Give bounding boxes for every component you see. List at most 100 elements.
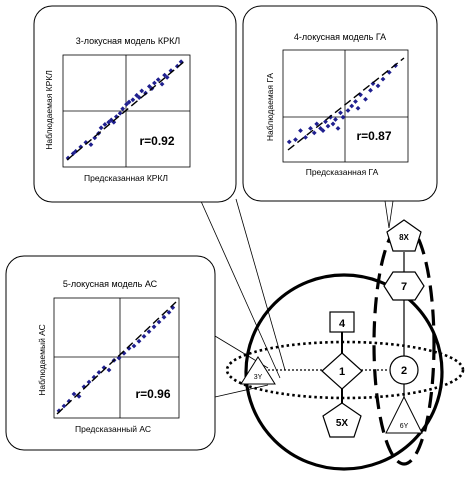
panel-krkl-point xyxy=(174,63,180,69)
panel-as-xlabel: Предсказанный АС xyxy=(75,424,151,434)
panel-as-point xyxy=(71,391,77,397)
panel-ga-point xyxy=(358,92,363,98)
callout-line-ga-a xyxy=(388,200,394,229)
panel-ga-point xyxy=(375,83,381,89)
node-1-label: 1 xyxy=(339,366,345,378)
panel-ga-point xyxy=(311,130,317,136)
panel-as-point xyxy=(56,408,62,414)
node-1-diamond xyxy=(321,352,363,390)
panel-ga-point xyxy=(303,134,308,140)
panel-as-point xyxy=(156,319,162,325)
panel-ga-point xyxy=(335,126,341,131)
panel-krkl-point xyxy=(108,117,114,123)
panel-ga-plot-area xyxy=(282,49,409,163)
panel-as-plot-area xyxy=(53,297,180,419)
panel-as-point xyxy=(86,379,92,385)
panel-krkl-point xyxy=(102,122,108,127)
panel-as-trendline xyxy=(56,301,177,415)
panel-krkl-point xyxy=(130,97,136,103)
network-diagram: 4 1 2 3Y 5X 6Y 7 8X xyxy=(225,219,465,471)
callout-line-ga-b xyxy=(384,200,390,229)
panel-ga-point xyxy=(323,119,328,125)
node-2-label: 2 xyxy=(401,365,407,377)
panel-ga-point xyxy=(325,123,331,129)
panel-ga-point xyxy=(345,108,351,113)
panel-ga-point xyxy=(320,128,326,134)
panel-ga-point xyxy=(340,114,346,120)
panel-as-r-value: r=0.96 xyxy=(135,387,170,401)
panel-krkl-point xyxy=(65,155,71,161)
panel-as-frame xyxy=(5,255,216,451)
panel-krkl-point xyxy=(73,148,79,154)
node-8x-pentagon xyxy=(386,219,422,252)
panel-ga-point xyxy=(353,99,358,104)
panel-krkl-point xyxy=(139,88,145,94)
node-4-square xyxy=(329,311,355,333)
panel-krkl-r-value: r=0.92 xyxy=(139,134,174,148)
node-2-circle xyxy=(389,355,419,385)
node-3y-triangle xyxy=(240,356,276,385)
panel-ga-point xyxy=(298,128,303,134)
panel-ga-point xyxy=(314,121,320,127)
panel-krkl-point xyxy=(126,99,132,105)
panel-ga-point xyxy=(328,114,333,120)
panel-krkl-point xyxy=(111,119,117,125)
panel-krkl-point xyxy=(134,92,140,98)
panel-ga-point xyxy=(355,105,361,111)
network-horizontal-loop xyxy=(225,340,465,400)
panel-krkl-point xyxy=(88,142,94,147)
panel-as: 5-локусная модель АС Наблюдаемый АС Пред… xyxy=(37,279,180,434)
panel-as-ylabel: Наблюдаемый АС xyxy=(37,324,47,396)
panel-ga-point xyxy=(363,96,368,102)
panel-krkl-point xyxy=(117,110,123,116)
node-5x-pentagon xyxy=(322,402,362,438)
panel-krkl-points xyxy=(65,59,184,161)
node-6y-triangle xyxy=(385,395,423,434)
panel-ga-point xyxy=(293,137,298,142)
panel-as-point xyxy=(146,329,152,334)
node-7-hexagon xyxy=(383,271,425,301)
panel-as-point xyxy=(61,403,67,409)
panel-as-point xyxy=(161,314,167,320)
panel-krkl-point xyxy=(98,125,104,131)
node-5x-label: 5X xyxy=(336,418,349,429)
panel-krkl-point xyxy=(113,114,119,119)
panel-ga-point xyxy=(333,117,338,122)
panel-krkl-point xyxy=(92,135,98,141)
panel-as-point xyxy=(131,343,137,349)
panel-krkl-trendline xyxy=(66,59,187,161)
panel-ga-ylabel: Наблюдаемая ГА xyxy=(265,73,275,141)
panel-as-point xyxy=(116,355,122,361)
panel-as-title: 5-локусная модель АС xyxy=(63,279,158,289)
panel-ga-title: 4-локусная модель ГА xyxy=(294,32,386,42)
panel-krkl-point xyxy=(152,80,157,86)
node-7-label: 7 xyxy=(401,281,407,293)
panel-ga-point xyxy=(368,87,373,93)
panel-ga-point xyxy=(286,139,292,145)
panel-krkl-ylabel: Наблюдаемая КРКЛ xyxy=(44,70,54,150)
panel-krkl: 3-локусная модель КРКЛ Наблюдаемая КРКЛ … xyxy=(44,36,191,183)
panel-as-point xyxy=(136,338,142,344)
panel-as-point xyxy=(96,370,102,375)
panel-as-point xyxy=(106,367,112,373)
callout-line-as-b xyxy=(214,384,269,398)
panel-ga-frame xyxy=(242,5,438,202)
panel-krkl-point xyxy=(164,75,170,80)
panel-ga-point xyxy=(338,110,343,116)
panel-krkl-point xyxy=(168,68,174,74)
panel-ga-r-value: r=0.87 xyxy=(356,129,391,143)
panel-krkl-title: 3-локусная модель КРКЛ xyxy=(76,36,181,46)
panel-ga-point xyxy=(349,103,355,109)
callout-line-krkl-b xyxy=(235,198,286,371)
panel-krkl-xlabel: Предсказанная КРКЛ xyxy=(84,173,168,183)
panel-ga-point xyxy=(330,121,336,127)
node-4-label: 4 xyxy=(339,318,346,330)
panel-as-point xyxy=(166,310,172,315)
panel-ga-point xyxy=(386,70,392,75)
panel-ga-point xyxy=(393,63,398,69)
panel-krkl-point xyxy=(78,144,84,150)
panel-ga-point xyxy=(318,126,323,131)
panel-as-points xyxy=(56,305,176,414)
panel-ga-point xyxy=(370,81,376,86)
